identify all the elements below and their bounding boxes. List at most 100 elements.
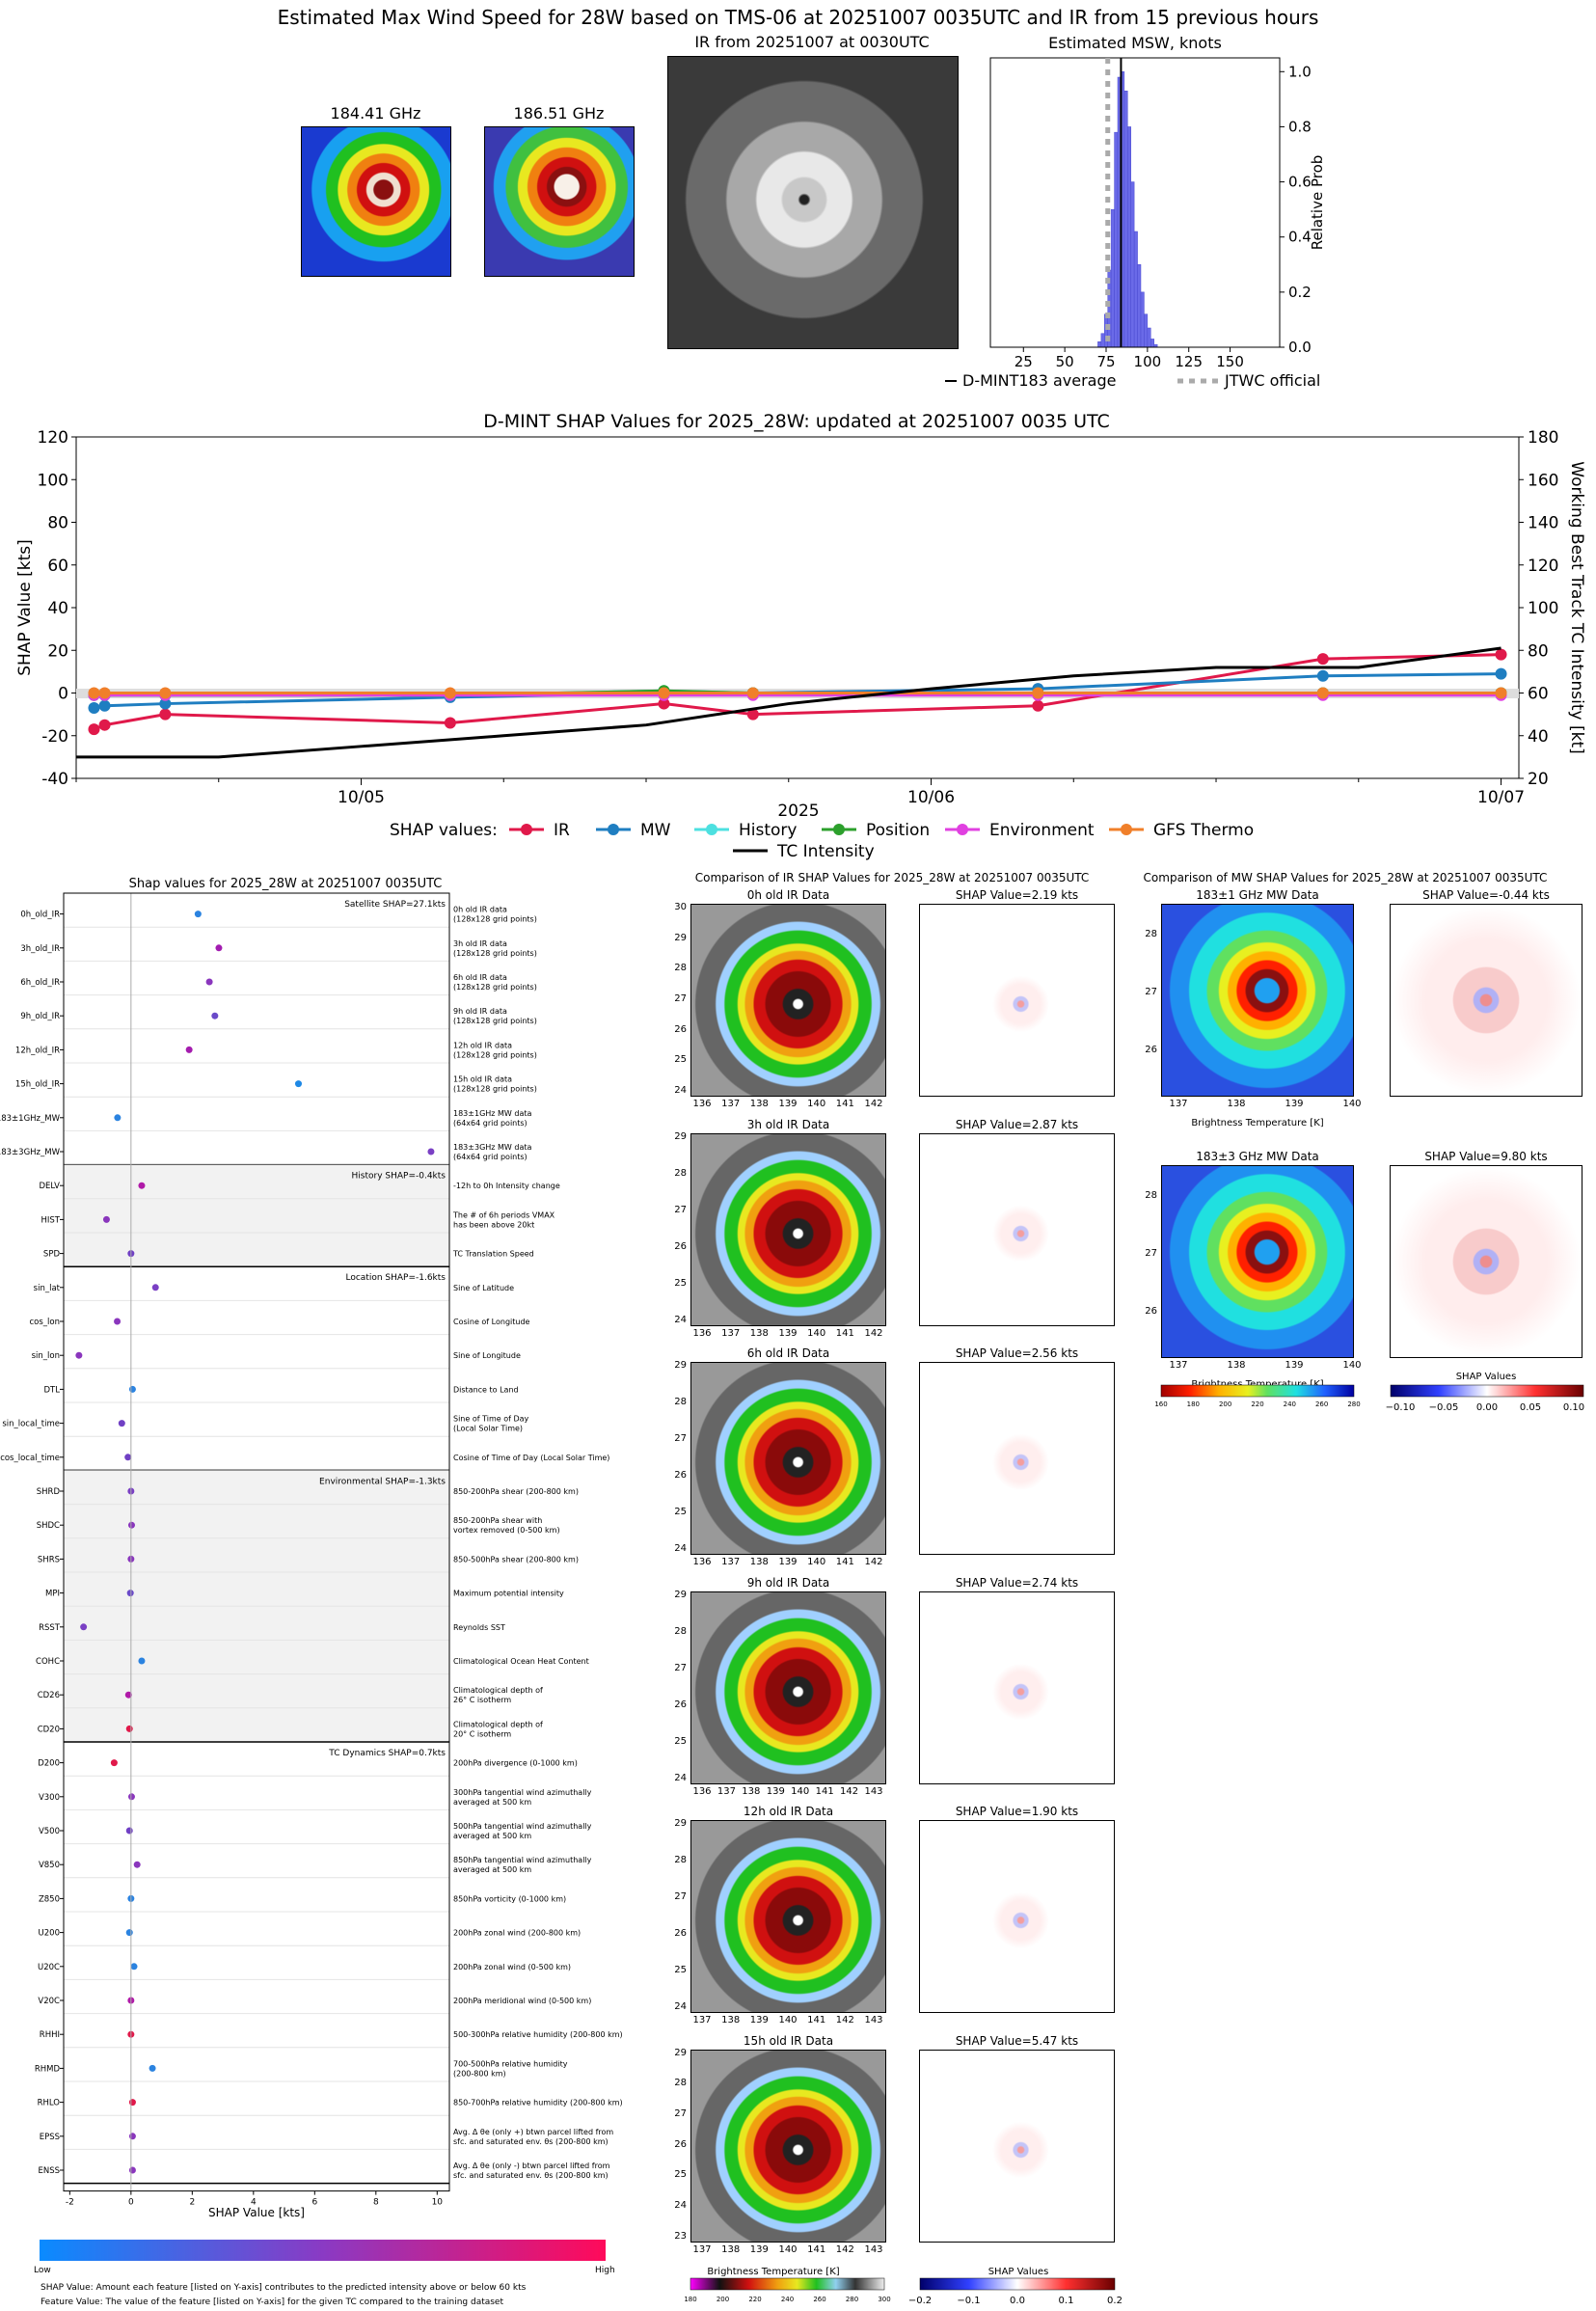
ts-ytick-right: 60	[1528, 685, 1549, 704]
ir-xtick: 136	[692, 1099, 712, 1109]
mw-xtick: 138	[1227, 1360, 1246, 1371]
ir-ytick: 28	[674, 1397, 687, 1407]
hist-xtick: 100	[1134, 353, 1162, 370]
shap-panel-image	[919, 1591, 1115, 1784]
hist-xtick: 125	[1175, 353, 1203, 370]
mw-bt-tick: 180	[1187, 1400, 1200, 1408]
legend-position: Position	[866, 821, 930, 840]
feature-desc: 300hPa tangential wind azimuthally	[453, 1788, 592, 1797]
series-point-gfs-thermo	[658, 687, 670, 699]
series-point-gfs-thermo	[98, 687, 111, 699]
feature-name: DTL	[44, 1385, 61, 1395]
mw-xtick: 140	[1342, 1360, 1362, 1371]
feature-name: V20C	[38, 1997, 60, 2006]
hist-ytick: 0.2	[1288, 284, 1312, 301]
mw-panel-title: 183±3 GHz MW Data	[1196, 1150, 1319, 1163]
ir-xtick: 142	[835, 2015, 854, 2026]
mw-panel-label-1: 184.41 GHz	[330, 104, 421, 122]
feature-desc: 200hPa zonal wind (200-800 km)	[453, 1929, 581, 1938]
hist-bar	[1147, 327, 1151, 348]
ir-xtick: 141	[807, 2015, 826, 2026]
ts-ytick-right: 180	[1528, 428, 1558, 448]
feature-desc: averaged at 500 km	[453, 1798, 531, 1807]
ir-ytick: 27	[674, 1433, 687, 1444]
ir-xtick: 138	[749, 1557, 769, 1567]
ir-panel-image	[690, 904, 886, 1097]
mw-shap-tick: −0.05	[1429, 1402, 1459, 1413]
shap-panel-title: SHAP Value=2.56 kts	[955, 1346, 1079, 1360]
feature-name: U20C	[38, 1963, 60, 1972]
ir-bt-tick: 300	[878, 2296, 890, 2303]
ir-shap-label: SHAP Values	[988, 2267, 1049, 2277]
feature-desc: (128x128 grid points)	[453, 915, 537, 924]
ts-ytick: 60	[47, 557, 68, 576]
feature-xtick: 10	[432, 2198, 444, 2208]
feature-desc: (64x64 grid points)	[453, 1119, 527, 1128]
feature-point	[102, 1215, 110, 1223]
feature-desc: Reynolds SST	[453, 1623, 505, 1632]
feature-name: COHC	[36, 1657, 60, 1667]
feature-desc: 20° C isotherm	[453, 1729, 511, 1738]
ir-bt-tick: 260	[813, 2296, 825, 2303]
feature-point	[127, 1793, 135, 1801]
ir-xtick: 141	[835, 1099, 854, 1109]
feature-point	[125, 1827, 133, 1835]
feature-name: SHRD	[37, 1487, 61, 1497]
group-label: TC Dynamics SHAP=0.7kts	[328, 1749, 446, 1758]
ir-compare-title: Comparison of IR SHAP Values for 2025_28…	[694, 871, 1090, 884]
ir-xtick: 138	[721, 2243, 741, 2255]
feature-point	[80, 1623, 88, 1631]
ir-xtick: 140	[778, 2243, 798, 2255]
feature-desc: (128x128 grid points)	[453, 1017, 537, 1025]
feature-desc: 9h old IR data	[453, 1007, 507, 1016]
ir-xtick: 139	[749, 2015, 769, 2026]
ir-xtick: 139	[778, 1099, 798, 1109]
feature-chart-title: Shap values for 2025_28W at 20251007 003…	[129, 877, 443, 891]
ir-xtick: 139	[778, 1557, 798, 1567]
feature-desc: 15h old IR data	[453, 1075, 512, 1084]
ts-ytick-right: 40	[1528, 727, 1549, 747]
feature-desc: 500-300hPa relative humidity (200-800 km…	[453, 2030, 623, 2039]
ir-bt-tick: 240	[781, 2296, 794, 2303]
feature-point	[126, 1590, 134, 1597]
ir-image	[667, 56, 959, 349]
mw-xtick: 137	[1169, 1360, 1188, 1371]
mw-xtick: 139	[1285, 1099, 1304, 1109]
mw-image-186	[484, 126, 635, 277]
ts-ytick: 80	[47, 514, 68, 533]
ts-ytick: -20	[41, 727, 68, 747]
ir-xtick: 138	[749, 1099, 769, 1109]
hist-ytick: 0.4	[1288, 229, 1312, 246]
ir-shap-tick: 0.2	[1107, 2296, 1123, 2306]
feature-xtick: 0	[128, 2198, 134, 2208]
ir-xtick: 137	[692, 2243, 712, 2255]
ir-xtick: 142	[835, 2243, 854, 2255]
feature-name: HIST	[41, 1215, 61, 1225]
feature-desc: 26° C isotherm	[453, 1696, 511, 1704]
hist-ytick: 0.8	[1288, 118, 1312, 135]
feature-desc: Avg. Δ θe (only -) btwn parcel lifted fr…	[453, 2161, 610, 2170]
ir-xtick: 140	[807, 1327, 826, 1339]
feature-name: MPI	[45, 1590, 60, 1599]
mw-bt-tick: 280	[1347, 1400, 1360, 1408]
mw-shap-label: SHAP Values	[1455, 1372, 1517, 1382]
feature-desc: Climatological depth of	[453, 1686, 543, 1695]
ir-shap-tick: 0.0	[1010, 2296, 1025, 2306]
ir-xtick: 137	[721, 1327, 741, 1339]
feature-name: CD26	[38, 1691, 60, 1700]
mw-bt-label: Brightness Temperature [K]	[1191, 1118, 1324, 1128]
feature-desc: 200hPa meridional wind (0-500 km)	[453, 1997, 591, 2005]
feature-point	[75, 1351, 83, 1359]
series-point-mw	[98, 699, 111, 712]
feature-name: 3h_old_IR	[20, 944, 60, 954]
shap-panel-image	[919, 904, 1115, 1097]
feature-point	[185, 1046, 193, 1053]
ir-xtick: 141	[807, 2243, 826, 2255]
ir-xtick: 140	[807, 1557, 826, 1567]
feature-desc: TC Translation Speed	[452, 1250, 534, 1259]
group-label: History SHAP=-0.4kts	[352, 1172, 446, 1182]
feature-desc: (128x128 grid points)	[453, 1050, 537, 1059]
feature-desc: 6h old IR data	[453, 973, 507, 982]
ts-xlabel: 2025	[777, 802, 819, 821]
feature-name: RHMD	[35, 2064, 61, 2074]
